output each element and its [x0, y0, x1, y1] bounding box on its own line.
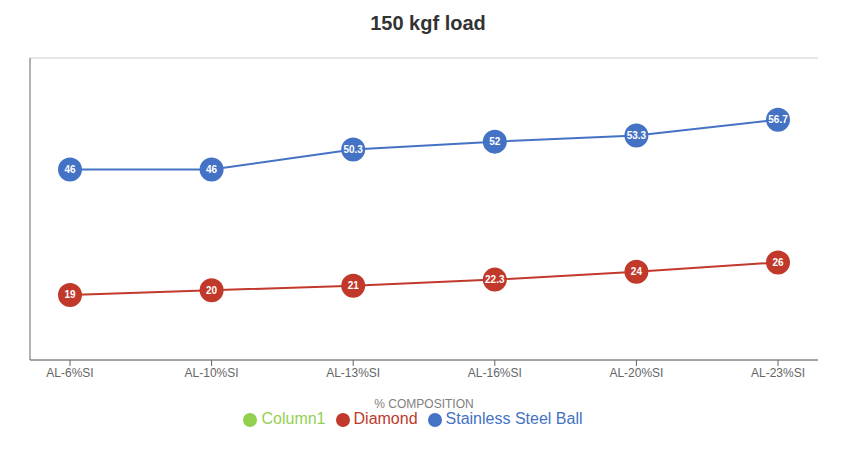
svg-text:20: 20: [206, 285, 218, 296]
svg-text:56.7: 56.7: [768, 114, 788, 125]
svg-text:50.3: 50.3: [343, 144, 363, 155]
svg-text:AL-16%SI: AL-16%SI: [468, 366, 522, 380]
svg-text:AL-20%SI: AL-20%SI: [609, 366, 663, 380]
html-text:150 kgf load: 150 kgf load: [370, 12, 486, 34]
svg-text:AL-6%SI: AL-6%SI: [46, 366, 93, 380]
svg-text:24: 24: [631, 266, 643, 277]
svg-text:46: 46: [64, 164, 76, 175]
svg-text:19: 19: [64, 289, 76, 300]
svg-text:26: 26: [772, 257, 784, 268]
svg-text:% COMPOSITION: % COMPOSITION: [374, 397, 473, 411]
html-text:Diamond: Diamond: [353, 410, 418, 427]
svg-text:22.3: 22.3: [485, 274, 505, 285]
svg-text:52: 52: [489, 136, 501, 147]
html-text:Stainless Steel Ball: Stainless Steel Ball: [445, 410, 583, 427]
svg-text:AL-13%SI: AL-13%SI: [326, 366, 380, 380]
svg-text:46: 46: [206, 164, 218, 175]
svg-text:21: 21: [348, 280, 360, 291]
html-text:Column1: Column1: [261, 410, 326, 427]
svg-text:AL-10%SI: AL-10%SI: [185, 366, 239, 380]
svg-text:AL-23%SI: AL-23%SI: [751, 366, 805, 380]
svg-text:53.3: 53.3: [627, 130, 647, 141]
